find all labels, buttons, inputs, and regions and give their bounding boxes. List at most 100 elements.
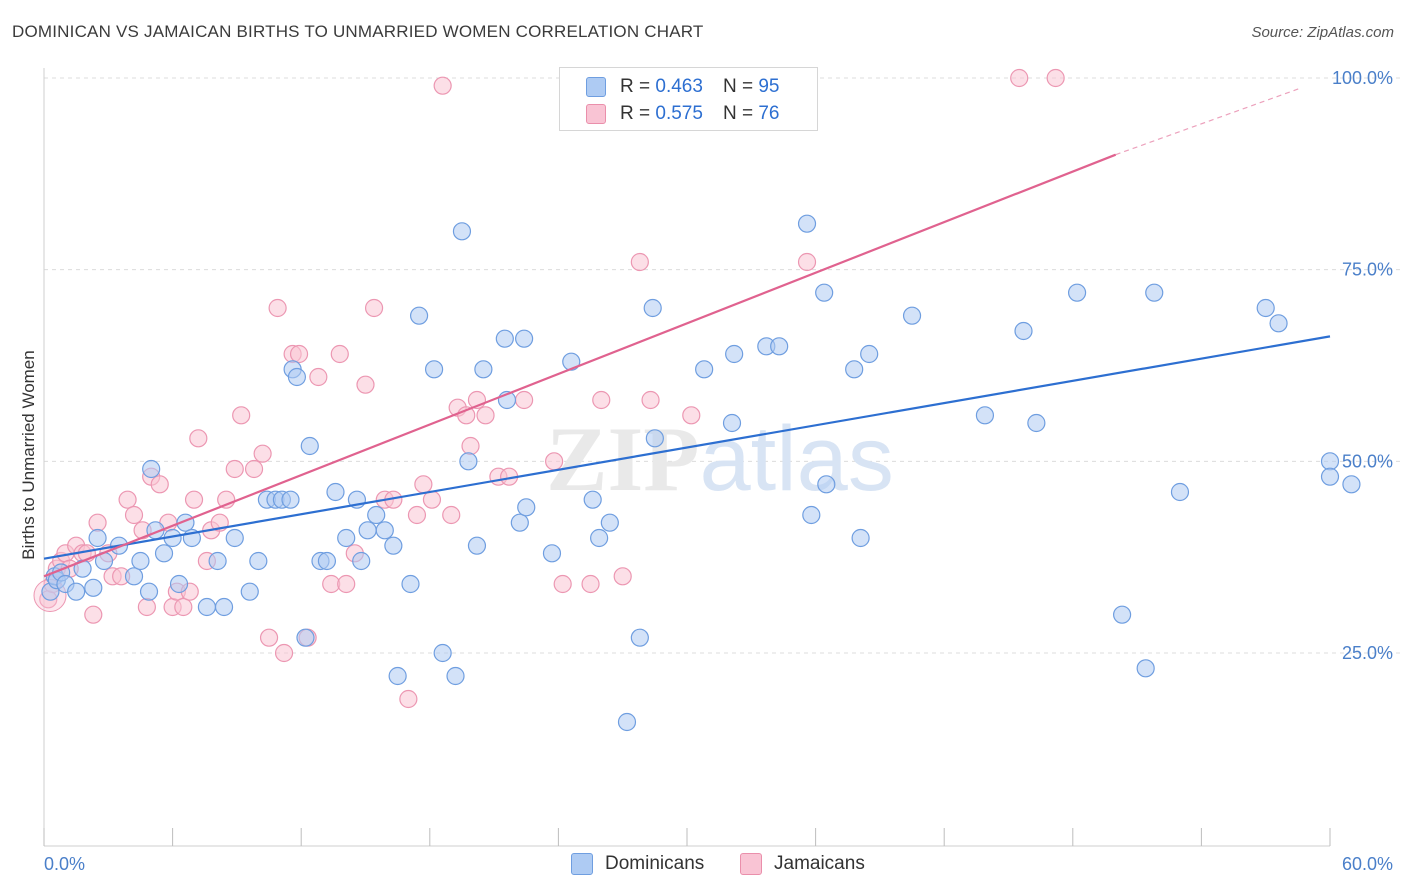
jamaicans-r-value: 0.575 bbox=[655, 103, 703, 124]
jamaicans-point bbox=[309, 367, 328, 387]
jamaicans-point bbox=[630, 252, 649, 272]
jamaicans-point bbox=[553, 574, 572, 594]
dominicans-point bbox=[281, 490, 300, 509]
correlation-legend: R = 0.463 N = 95 R = 0.575 N = 76 bbox=[559, 67, 818, 131]
dominicans-point bbox=[1145, 283, 1164, 302]
x-tick-label: 0.0% bbox=[44, 854, 85, 874]
dominicans-point bbox=[337, 528, 356, 548]
legend-row-dominicans: R = 0.463 N = 95 bbox=[586, 74, 779, 100]
watermark: ZIPatlas bbox=[546, 408, 894, 510]
dominicans-point bbox=[326, 482, 345, 502]
dominicans-point bbox=[645, 429, 664, 448]
dominicans-point bbox=[154, 544, 174, 563]
dominicans-point bbox=[695, 360, 714, 379]
legend-row-jamaicans: R = 0.575 N = 76 bbox=[586, 101, 779, 127]
dominicans-point bbox=[375, 521, 394, 540]
chart-title: DOMINICAN VS JAMAICAN BIRTHS TO UNMARRIE… bbox=[12, 22, 704, 41]
dominicans-point bbox=[1136, 659, 1155, 678]
dominicans-point bbox=[446, 666, 465, 686]
trend-lines bbox=[43, 87, 1331, 578]
dominicans-point bbox=[287, 367, 307, 387]
jamaicans-point bbox=[253, 444, 272, 463]
dominicans-point bbox=[296, 628, 315, 647]
dominicans-point bbox=[975, 406, 995, 425]
dominicans-point bbox=[722, 413, 742, 433]
dominicans-point bbox=[902, 306, 922, 325]
bottom-legend-jamaicans: Jamaicans bbox=[740, 852, 865, 876]
dominicans-point bbox=[208, 551, 227, 571]
dominicans-point bbox=[630, 628, 649, 647]
dominicans-legend-swatch bbox=[571, 853, 593, 875]
dominicans-point bbox=[725, 344, 744, 364]
dominicans-point bbox=[131, 551, 150, 571]
dominicans-point bbox=[515, 329, 534, 348]
jamaicans-point bbox=[515, 390, 534, 410]
legend-n-label: N = bbox=[722, 103, 754, 124]
dominicans-point bbox=[643, 298, 662, 318]
dominicans-point bbox=[802, 505, 821, 525]
jamaicans-point bbox=[268, 298, 287, 318]
jamaicans-point bbox=[244, 459, 264, 479]
jamaicans-point bbox=[364, 298, 384, 318]
dominicans-point bbox=[817, 475, 836, 494]
jamaicans-point bbox=[433, 76, 452, 95]
y-tick-label: 75.0% bbox=[1342, 260, 1393, 280]
dominicans-point bbox=[317, 551, 337, 571]
dominicans-point bbox=[851, 528, 870, 548]
dominicans-point bbox=[197, 597, 216, 617]
dominicans-point bbox=[1067, 283, 1087, 302]
jamaicans-point bbox=[84, 605, 103, 624]
dominicans-trend-line bbox=[43, 335, 1331, 560]
dominicans-point bbox=[409, 306, 429, 325]
dominicans-point bbox=[358, 521, 377, 540]
y-axis-label: Births to Unmarried Women bbox=[19, 350, 38, 559]
jamaicans-trend-line bbox=[43, 153, 1117, 578]
jamaicans-point bbox=[274, 643, 294, 663]
jamaicans-point bbox=[641, 390, 660, 410]
dominicans-point bbox=[214, 597, 234, 617]
dominicans-point bbox=[860, 344, 879, 364]
dominicans-point bbox=[139, 582, 159, 601]
dominicans-point bbox=[459, 452, 478, 471]
dominicans-point bbox=[384, 536, 403, 555]
jamaicans-point bbox=[289, 344, 309, 364]
dominicans-point bbox=[1269, 314, 1288, 333]
bottom-legend-dominicans: Dominicans bbox=[571, 852, 704, 876]
dominicans-point bbox=[1027, 413, 1046, 433]
jamaicans-point bbox=[330, 344, 349, 364]
grid-lines bbox=[44, 77, 1400, 654]
jamaicans-point bbox=[189, 429, 208, 448]
dominicans-point bbox=[590, 528, 609, 548]
legend-r-label: R = bbox=[620, 103, 651, 124]
dominicans-point bbox=[84, 578, 103, 597]
dominicans-point bbox=[249, 551, 268, 571]
jamaicans-legend-swatch bbox=[740, 853, 762, 875]
dominicans-point bbox=[1342, 475, 1361, 494]
dominicans-point bbox=[562, 352, 581, 371]
jamaicans-legend-label: Jamaicans bbox=[774, 853, 865, 874]
legend-r-label: R = bbox=[620, 76, 651, 97]
jamaicans-point bbox=[592, 390, 611, 410]
dominicans-point bbox=[401, 574, 420, 594]
jamaicans-point bbox=[225, 459, 244, 479]
legend-n-label: N = bbox=[722, 76, 754, 97]
dominicans-point bbox=[474, 360, 493, 379]
dominicans-r-value: 0.463 bbox=[655, 76, 703, 97]
dominicans-legend-label: Dominicans bbox=[605, 853, 705, 874]
dominicans-point bbox=[495, 329, 514, 348]
jamaicans-point bbox=[414, 475, 433, 494]
dominicans-point bbox=[770, 337, 789, 356]
dominicans-point bbox=[88, 528, 107, 548]
jamaicans-point bbox=[118, 490, 137, 509]
jamaicans-point bbox=[613, 567, 632, 586]
dominicans-point bbox=[424, 360, 444, 379]
jamaicans-point bbox=[407, 505, 427, 525]
dominicans-point bbox=[124, 567, 144, 586]
dominicans-point bbox=[1320, 452, 1340, 471]
y-tick-label: 50.0% bbox=[1342, 451, 1393, 471]
dominicans-swatch bbox=[586, 77, 606, 97]
dominicans-point bbox=[225, 528, 244, 548]
jamaicans-point bbox=[545, 452, 564, 471]
jamaicans-point bbox=[356, 375, 375, 394]
